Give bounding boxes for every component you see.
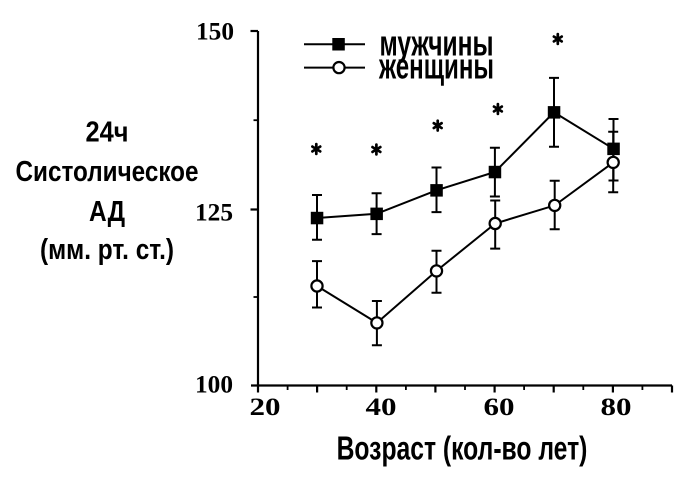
- svg-text:(мм. рт. ст.): (мм. рт. ст.): [40, 234, 174, 266]
- svg-text:100: 100: [195, 372, 233, 399]
- svg-text:Возраст (кол-во лет): Возраст (кол-во лет): [337, 430, 588, 467]
- svg-text:АД: АД: [89, 196, 125, 228]
- svg-text:150: 150: [196, 18, 234, 45]
- svg-text:Систолическое: Систолическое: [16, 156, 199, 188]
- svg-text:60: 60: [484, 394, 515, 421]
- svg-text:20: 20: [250, 394, 281, 421]
- svg-text:женщины: женщины: [378, 46, 494, 87]
- svg-text:24ч: 24ч: [86, 117, 129, 149]
- svg-text:40: 40: [366, 394, 397, 421]
- svg-text:мужчины: мужчины: [380, 23, 494, 64]
- svg-text:125: 125: [195, 200, 233, 227]
- svg-text:80: 80: [601, 394, 632, 421]
